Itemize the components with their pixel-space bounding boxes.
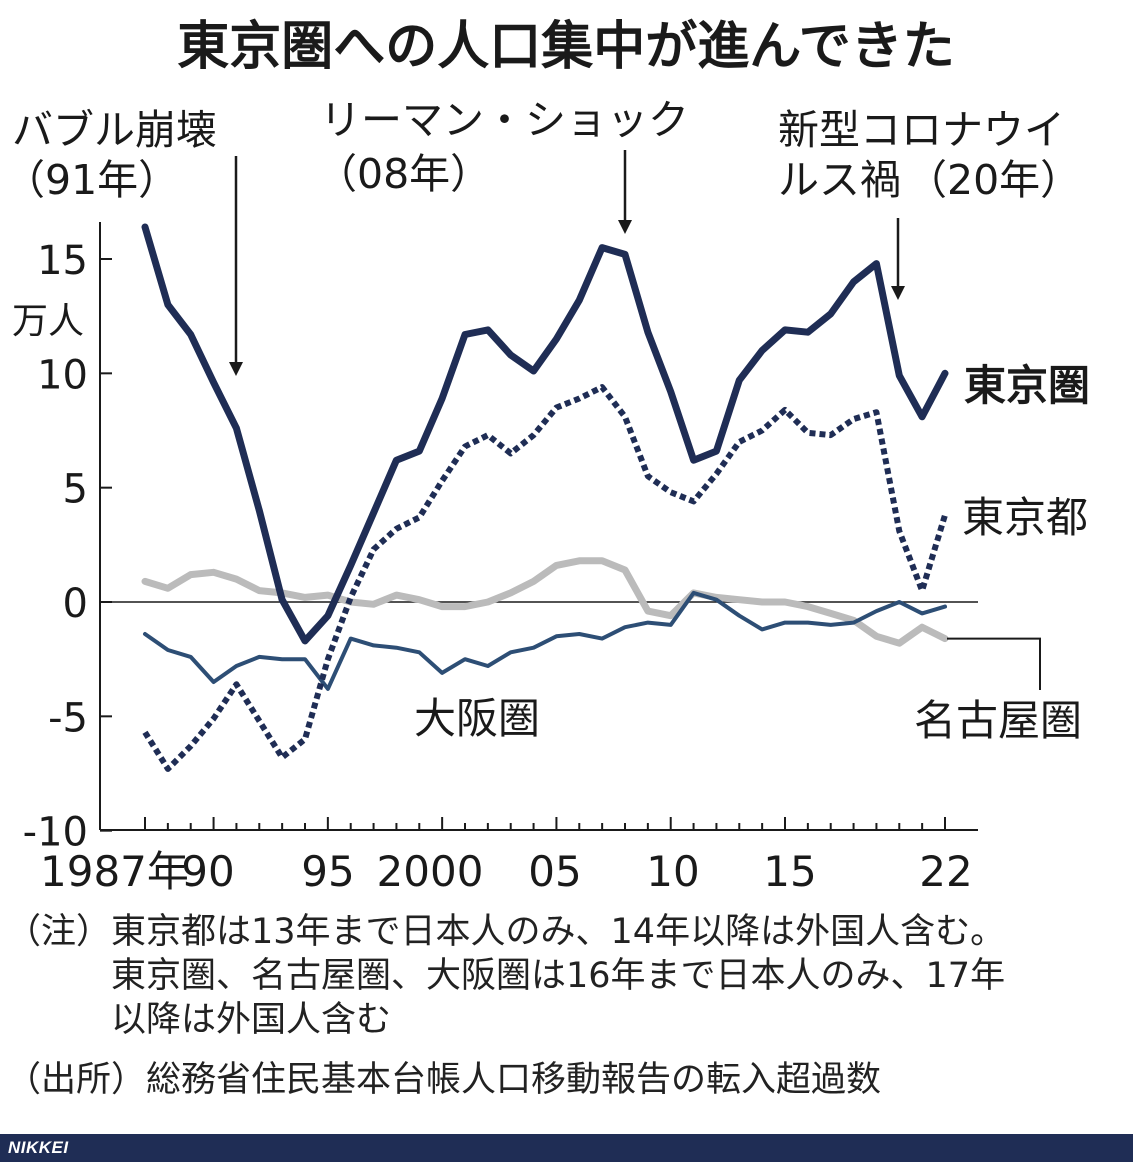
series-line-3 [143,590,947,691]
x-tick-label: 90 [181,847,234,896]
note-line-1: （注）東京都は13年まで日本人のみ、14年以降は外国人含む。 [6,912,1006,952]
event-sub-bubble: （91年） [4,156,179,204]
note-line-2: 東京圏、名古屋圏、大阪圏は16年まで日本人のみ、17年 [6,956,1006,996]
series-label-nagoya-area: 名古屋圏 [914,696,1082,745]
event-label-bubble: バブル崩壊 [12,106,217,154]
series-line-0 [141,223,949,645]
event-arrow-bubble-head [229,362,243,376]
y-tick-label: 10 [37,352,88,398]
series-label-tokyo: 東京都 [962,493,1088,542]
x-tick-label: 1987年 [40,847,189,896]
series-line-1 [142,384,948,772]
x-tick-label: 22 [919,847,972,896]
series-label-tokyo-area: 東京圏 [964,361,1090,410]
chart-title: 東京圏への人口集中が進んできた [177,17,954,77]
y-axis-unit: 万人 [12,301,84,342]
footer-bar: NIKKEI [0,1134,1133,1162]
source-line: （出所）総務省住民基本台帳人口移動報告の転入超過数 [6,1060,882,1100]
x-tick-label: 2000 [377,847,484,896]
x-tick-label: 15 [763,847,816,896]
y-tick-label: 15 [37,238,88,284]
y-tick-label: 5 [63,467,88,513]
note-line-3: 以降は外国人含む [6,1000,392,1040]
nagoya-leader-line [947,637,1041,690]
y-tick-label: -10 [23,810,88,856]
x-tick-label: 05 [528,847,581,896]
event-label-covid: 新型コロナウイ [778,106,1065,154]
x-tick-label: 95 [301,847,354,896]
series-label-osaka-area: 大阪圏 [414,694,540,743]
event-sub-covid: （20年） [906,156,1081,204]
event-label-covid-2: ルス禍 [778,156,901,204]
y-tick-label: 0 [63,581,88,627]
y-tick-label: -5 [48,695,88,741]
event-sub-lehman: （08年） [316,150,491,198]
event-arrow-covid-head [891,286,905,300]
brand-logo: NIKKEI [8,1138,69,1157]
x-tick-label: 10 [646,847,699,896]
event-label-lehman: リーマン・ショック [320,96,689,144]
event-arrow-lehman-head [618,220,632,234]
